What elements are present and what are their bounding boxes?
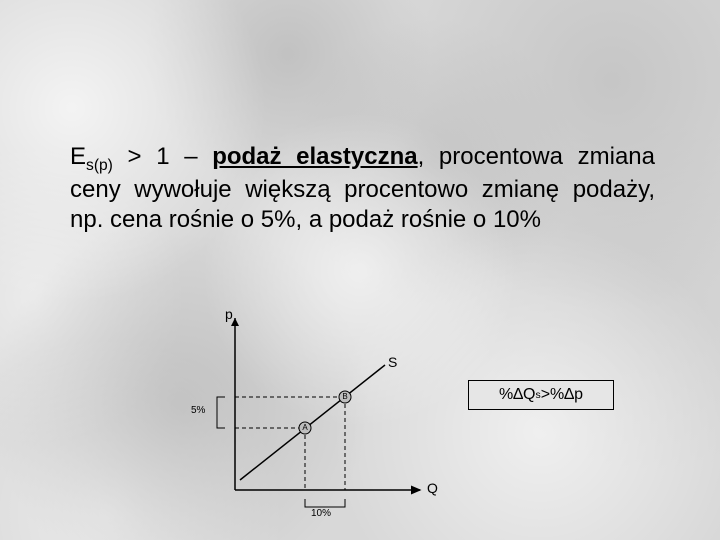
- label-5pct: 5%: [191, 405, 205, 416]
- ineq-Q: Q: [523, 386, 535, 404]
- supply-chart: AB p S Q 5% 10%: [195, 310, 435, 530]
- axis-label-q: Q: [427, 480, 438, 496]
- svg-text:B: B: [342, 392, 347, 401]
- ineq-gt: >: [541, 386, 550, 404]
- axis-label-p: p: [225, 306, 233, 322]
- label-10pct: 10%: [311, 508, 331, 519]
- ineq-delta2: ∆: [564, 386, 574, 404]
- e-subscript: s(p): [86, 157, 113, 174]
- gt-text: > 1 –: [113, 143, 212, 170]
- inequality-box: %∆Qs > %∆p: [468, 380, 614, 410]
- chart-svg: AB: [195, 310, 435, 530]
- term-elastic-supply: podaż elastyczna: [212, 143, 417, 170]
- ineq-p: p: [574, 386, 583, 404]
- ineq-delta1: ∆: [513, 386, 523, 404]
- ineq-pct1: %: [499, 386, 513, 404]
- e-symbol: E: [70, 143, 86, 170]
- svg-text:A: A: [302, 423, 308, 432]
- description-paragraph: Es(p) > 1 – podaż elastyczna, procentowa…: [70, 142, 655, 235]
- curve-label-s: S: [388, 354, 397, 370]
- ineq-pct2: %: [550, 386, 564, 404]
- slide-content: Es(p) > 1 – podaż elastyczna, procentowa…: [0, 0, 720, 540]
